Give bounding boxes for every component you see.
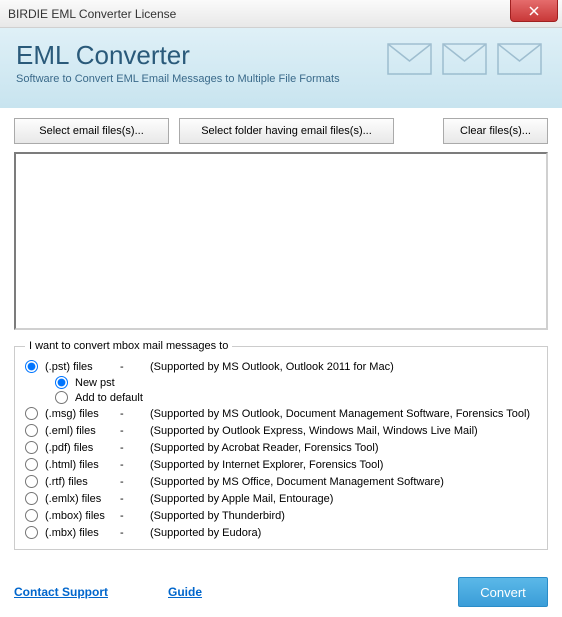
dash: - xyxy=(120,361,150,373)
close-button[interactable] xyxy=(510,0,558,22)
format-desc: (Supported by MS Office, Document Manage… xyxy=(150,476,537,488)
format-radio[interactable] xyxy=(25,360,38,373)
format-row: (.msg) files - (Supported by MS Outlook,… xyxy=(25,405,537,422)
format-radio[interactable] xyxy=(25,509,38,522)
format-label: (.pst) files xyxy=(45,361,120,373)
format-label: (.mbox) files xyxy=(45,510,120,522)
format-label: (.eml) files xyxy=(45,425,120,437)
format-radio[interactable] xyxy=(25,458,38,471)
format-label: (.mbx) files xyxy=(45,527,120,539)
guide-link[interactable]: Guide xyxy=(168,585,202,599)
dash: - xyxy=(120,408,150,420)
format-fieldset: I want to convert mbox mail messages to … xyxy=(14,340,548,550)
format-row: (.html) files - (Supported by Internet E… xyxy=(25,456,537,473)
envelope-decorations xyxy=(387,43,542,75)
dash: - xyxy=(120,493,150,505)
format-row: (.mbox) files - (Supported by Thunderbir… xyxy=(25,507,537,524)
footer: Contact Support Guide Convert xyxy=(14,577,548,607)
select-folder-button[interactable]: Select folder having email files(s)... xyxy=(179,118,394,144)
sub-label: Add to default xyxy=(75,392,143,404)
format-row: (.pst) files - (Supported by MS Outlook,… xyxy=(25,358,537,375)
format-radio[interactable] xyxy=(25,441,38,454)
format-radio[interactable] xyxy=(25,526,38,539)
format-desc: (Supported by MS Outlook, Outlook 2011 f… xyxy=(150,361,537,373)
dash: - xyxy=(120,425,150,437)
format-radio[interactable] xyxy=(25,407,38,420)
envelope-icon xyxy=(497,43,542,75)
close-icon xyxy=(529,6,539,16)
titlebar: BIRDIE EML Converter License xyxy=(0,0,562,28)
sub-label: New pst xyxy=(75,377,115,389)
format-radio[interactable] xyxy=(25,475,38,488)
dash: - xyxy=(120,459,150,471)
format-desc: (Supported by Acrobat Reader, Forensics … xyxy=(150,442,537,454)
content-area: Select email files(s)... Select folder h… xyxy=(0,108,562,560)
dash: - xyxy=(120,442,150,454)
dash: - xyxy=(120,527,150,539)
format-row: (.mbx) files - (Supported by Eudora) xyxy=(25,524,537,541)
format-label: (.emlx) files xyxy=(45,493,120,505)
format-radio[interactable] xyxy=(25,492,38,505)
format-row: (.emlx) files - (Supported by Apple Mail… xyxy=(25,490,537,507)
format-label: (.html) files xyxy=(45,459,120,471)
format-desc: (Supported by Thunderbird) xyxy=(150,510,537,522)
envelope-icon xyxy=(387,43,432,75)
format-label: (.rtf) files xyxy=(45,476,120,488)
format-desc: (Supported by Internet Explorer, Forensi… xyxy=(150,459,537,471)
sub-radio[interactable] xyxy=(55,391,68,404)
format-desc: (Supported by Eudora) xyxy=(150,527,537,539)
format-row: (.rtf) files - (Supported by MS Office, … xyxy=(25,473,537,490)
format-label: (.pdf) files xyxy=(45,442,120,454)
file-listbox[interactable] xyxy=(14,152,548,330)
format-desc: (Supported by Outlook Express, Windows M… xyxy=(150,425,537,437)
envelope-icon xyxy=(442,43,487,75)
format-label: (.msg) files xyxy=(45,408,120,420)
header: EML Converter Software to Convert EML Em… xyxy=(0,28,562,108)
format-desc: (Supported by Apple Mail, Entourage) xyxy=(150,493,537,505)
format-radio[interactable] xyxy=(25,424,38,437)
button-row: Select email files(s)... Select folder h… xyxy=(14,118,548,144)
convert-button[interactable]: Convert xyxy=(458,577,548,607)
fieldset-legend: I want to convert mbox mail messages to xyxy=(25,340,232,352)
format-row: (.eml) files - (Supported by Outlook Exp… xyxy=(25,422,537,439)
sub-radio[interactable] xyxy=(55,376,68,389)
dash: - xyxy=(120,476,150,488)
format-row: (.pdf) files - (Supported by Acrobat Rea… xyxy=(25,439,537,456)
format-sub-row: New pst xyxy=(25,375,537,390)
contact-support-link[interactable]: Contact Support xyxy=(14,585,108,599)
select-files-button[interactable]: Select email files(s)... xyxy=(14,118,169,144)
format-desc: (Supported by MS Outlook, Document Manag… xyxy=(150,408,537,420)
dash: - xyxy=(120,510,150,522)
clear-files-button[interactable]: Clear files(s)... xyxy=(443,118,548,144)
format-sub-row: Add to default xyxy=(25,390,537,405)
window-title: BIRDIE EML Converter License xyxy=(8,7,176,21)
